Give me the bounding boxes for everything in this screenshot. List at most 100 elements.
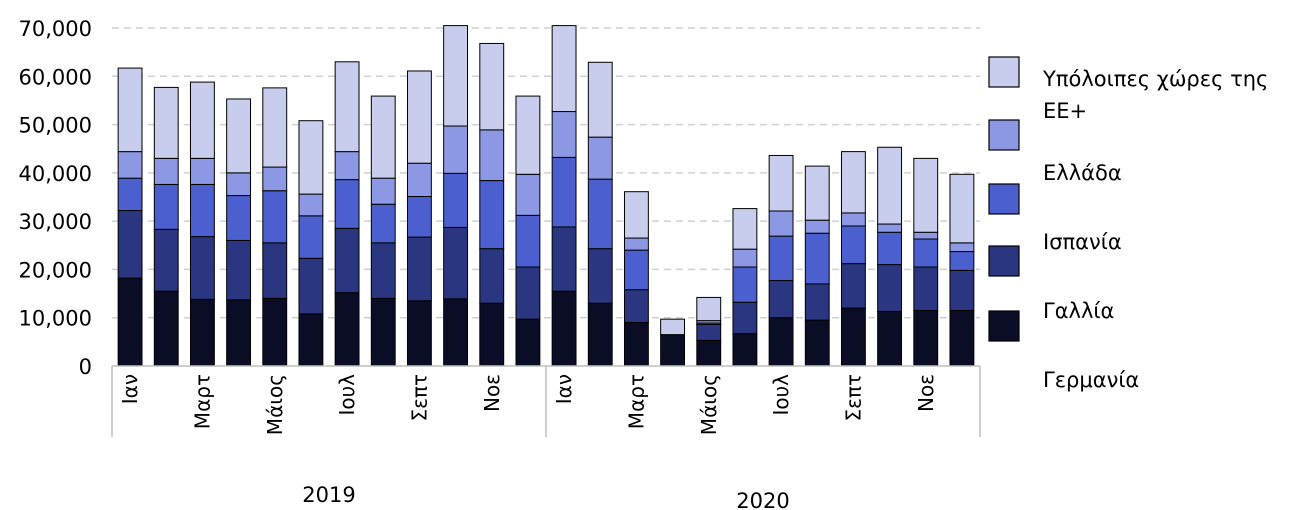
bar-segment [370, 242, 396, 299]
bar-segment [913, 231, 939, 240]
bar-segment [370, 297, 396, 367]
bar-segment [587, 61, 613, 138]
bar-segment [913, 309, 939, 367]
bar-segment [660, 334, 686, 367]
x-category-label: Νοε [480, 374, 504, 412]
y-tick-label: 40,000 [19, 162, 92, 186]
bar-segment [406, 70, 432, 164]
x-category-label: Σεπτ [407, 374, 431, 422]
bar-segment [226, 299, 252, 367]
bar-segment [732, 248, 758, 268]
bar-segment [804, 232, 830, 285]
bar-segment [949, 309, 975, 367]
bar-segment [551, 290, 577, 367]
x-category-label: Μάιος [263, 374, 287, 435]
bar-segment [949, 173, 975, 244]
bar-segment [840, 263, 866, 309]
bar-segment [153, 290, 179, 367]
bar-segment [406, 196, 432, 238]
y-tick-label: 0 [79, 355, 92, 379]
bar-segment [515, 266, 541, 320]
bar-segment [262, 166, 288, 192]
year-label: 2019 [302, 483, 355, 507]
bar-segment [732, 333, 758, 367]
bar-segment [479, 42, 505, 131]
bar-segment [406, 162, 432, 198]
bar-segment [189, 298, 215, 367]
bar-segment [189, 236, 215, 300]
bar-segment [804, 165, 830, 221]
bar-segment [479, 248, 505, 304]
bar-segment [262, 297, 288, 367]
bar-segment [623, 289, 649, 324]
legend-label: Ελλάδα [1043, 161, 1122, 185]
legend-label: Γαλλία [1043, 299, 1114, 323]
bar-segment [913, 238, 939, 268]
legend: Υπόλοιπες χώρες της ΕΕ+ Ελλάδα Ισπανία Γαλλί… [988, 56, 1268, 392]
bar-segment [768, 317, 794, 367]
bar-segment [334, 227, 360, 294]
bar-segment [298, 193, 324, 217]
x-category-label: Ιαν [552, 374, 576, 404]
y-axis-tick-labels: 0 10,000 20,000 30,000 40,000 50,000 60,000 70,… [19, 17, 92, 379]
bar-segment [117, 151, 143, 179]
bar-segment [443, 226, 469, 300]
bar-segment [298, 120, 324, 195]
bar-segment [587, 248, 613, 304]
bar-segment [551, 25, 577, 113]
bar-segment [370, 177, 396, 205]
bar-segment [117, 67, 143, 153]
bar-segment [443, 172, 469, 228]
bar-segment [768, 235, 794, 282]
bar-segment [515, 95, 541, 175]
bar-segment [226, 239, 252, 301]
bar-segment [768, 280, 794, 319]
year-label: 2020 [736, 489, 789, 510]
bar-segment [877, 223, 903, 233]
y-tick-label: 10,000 [19, 307, 92, 331]
bar-segment [153, 86, 179, 159]
bar-segment [696, 323, 722, 341]
y-tick-label: 70,000 [19, 17, 92, 41]
y-tick-label: 60,000 [19, 65, 92, 89]
bar-segment [117, 277, 143, 367]
bar-segment [840, 225, 866, 265]
bar-segment [623, 191, 649, 239]
bar-segment [732, 208, 758, 250]
bar-segment [406, 300, 432, 367]
bar-segment [515, 173, 541, 216]
bar-segment [804, 219, 830, 234]
gridlines [112, 27, 980, 319]
bar-segment [189, 81, 215, 159]
bar-segment [696, 296, 722, 322]
bar-segment [877, 231, 903, 266]
bar-segment [153, 157, 179, 185]
y-tick-label: 50,000 [19, 114, 92, 138]
bar-segment [117, 210, 143, 279]
bar-segment [117, 177, 143, 212]
bar-segment [262, 242, 288, 299]
bar-segment [877, 264, 903, 312]
bar-segment [370, 203, 396, 244]
bar-segment [298, 313, 324, 367]
x-category-label: Μαρτ [190, 374, 214, 429]
bars [117, 25, 975, 367]
legend-swatch [988, 310, 1020, 342]
bar-segment [768, 210, 794, 237]
legend-label: Ισπανία [1043, 230, 1122, 254]
bar-segment [623, 237, 649, 251]
bar-segment [443, 298, 469, 367]
x-category-label: Σεπτ [841, 374, 865, 422]
x-category-label: Μαρτ [624, 374, 648, 429]
bar-segment [406, 236, 432, 302]
bar-segment [515, 214, 541, 268]
bar-segment [877, 310, 903, 367]
y-tick-label: 30,000 [19, 210, 92, 234]
bar-segment [370, 95, 396, 179]
x-category-label: Νοε [914, 374, 938, 412]
bar-segment [334, 292, 360, 367]
bar-segment [840, 212, 866, 227]
bar-segment [479, 129, 505, 182]
x-category-label: Μάιος [697, 374, 721, 435]
